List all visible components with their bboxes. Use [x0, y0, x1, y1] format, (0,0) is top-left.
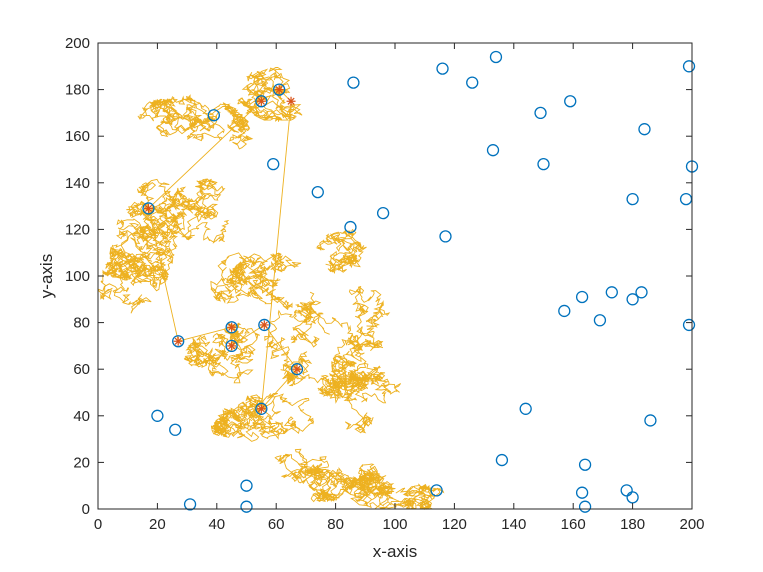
random-walk-layer: [97, 66, 445, 511]
x-tick-label: 180: [620, 516, 645, 533]
data-point: [255, 95, 268, 108]
walk-path-13: [395, 483, 445, 511]
y-tick-label: 0: [82, 501, 90, 518]
data-point: [169, 423, 182, 436]
x-axis-label: x-axis: [373, 542, 417, 561]
x-tick-label: 80: [327, 516, 344, 533]
data-point: [436, 62, 449, 75]
data-point: [575, 486, 589, 499]
highlight-marker: [274, 85, 284, 95]
data-point: [466, 76, 479, 89]
x-tick-label: 0: [94, 516, 102, 533]
data-point: [225, 339, 238, 353]
data-point: [593, 314, 607, 327]
walk-path-12: [315, 228, 367, 275]
x-tick-label: 100: [382, 516, 407, 533]
highlight-marker: [227, 341, 237, 351]
data-point: [183, 498, 197, 511]
data-point: [626, 192, 639, 206]
walk-path-4: [210, 252, 302, 310]
data-point: [534, 106, 547, 120]
y-tick-label: 60: [73, 361, 90, 378]
walk-path-6: [183, 322, 260, 384]
data-point: [142, 202, 155, 215]
y-tick-label: 200: [65, 35, 90, 52]
data-point: [376, 206, 390, 220]
data-point: [258, 318, 271, 332]
data-point: [564, 95, 577, 108]
data-point: [558, 304, 571, 318]
data-point: [626, 491, 639, 504]
data-point: [489, 50, 503, 64]
y-tick-label: 20: [73, 454, 90, 471]
axes: 0 20 40 60 80 100 120 140 160 180 200 0 20 40 60 80 100 1…: [65, 35, 705, 533]
data-point: [644, 414, 657, 427]
data-point: [519, 402, 532, 415]
walk-path-8: [210, 392, 315, 442]
data-point: [430, 484, 443, 497]
data-point: [207, 109, 220, 122]
y-tick-label: 80: [73, 315, 90, 332]
data-point: [605, 286, 618, 299]
data-point: [486, 144, 500, 157]
x-tick-label: 140: [501, 516, 526, 533]
data-point: [225, 321, 238, 334]
highlight-marker: [256, 404, 266, 414]
data-point: [537, 158, 550, 171]
data-point: [682, 60, 696, 73]
data-point: [151, 409, 164, 422]
x-tick-label: 20: [149, 516, 166, 533]
data-point: [255, 402, 268, 415]
y-axis-label: y-axis: [37, 254, 56, 298]
highlight-marker: [173, 336, 183, 346]
x-tick-label: 40: [208, 516, 225, 533]
points-layer: [142, 50, 699, 513]
data-point: [267, 158, 280, 171]
data-point: [575, 290, 589, 304]
data-point: [344, 220, 357, 234]
data-point: [638, 123, 651, 136]
y-tick-label: 160: [65, 128, 90, 145]
data-point: [290, 363, 304, 376]
data-point: [311, 185, 324, 199]
data-point: [626, 293, 639, 306]
y-tick-label: 40: [73, 408, 90, 425]
walk-path-0: [109, 178, 179, 292]
y-tick-label: 140: [65, 175, 90, 192]
data-point: [578, 458, 592, 471]
walk-path-7: [330, 335, 402, 434]
highlight-marker: [227, 322, 237, 332]
data-point: [635, 286, 648, 299]
walk-path-10: [346, 472, 412, 510]
data-point: [172, 335, 185, 348]
data-point: [240, 500, 253, 513]
y-tick-label: 100: [65, 268, 90, 285]
highlight-marker: [292, 364, 302, 374]
y-tick-label: 120: [65, 221, 90, 238]
x-tick-label: 200: [679, 516, 704, 533]
data-point: [682, 318, 696, 332]
data-point: [495, 453, 509, 467]
data-point: [347, 76, 360, 89]
x-tick-label: 60: [268, 516, 285, 533]
highlight-marker-layer: [143, 85, 302, 414]
x-tick-label: 120: [442, 516, 467, 533]
highlight-marker: [286, 96, 296, 106]
highlight-marker: [143, 203, 153, 213]
data-point: [240, 479, 253, 492]
walk-path-anchors: [148, 89, 298, 411]
walk-path-9: [274, 448, 379, 503]
y-tick-label: 180: [65, 82, 90, 99]
data-point: [273, 83, 286, 96]
x-tick-label: 160: [561, 516, 586, 533]
data-point: [439, 230, 452, 243]
walk-path-1: [137, 94, 254, 150]
walk-path-11: [156, 178, 230, 244]
data-point: [578, 500, 592, 513]
highlight-marker: [256, 96, 266, 106]
walk-path-2: [97, 253, 158, 314]
highlight-marker: [259, 320, 269, 330]
